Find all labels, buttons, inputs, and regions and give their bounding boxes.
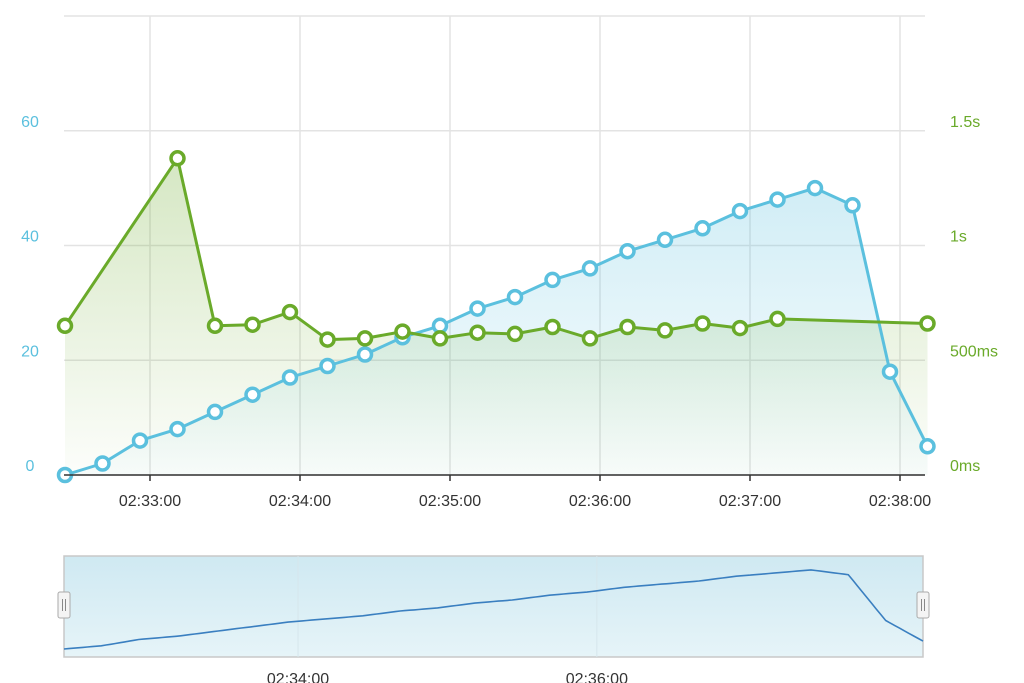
- handle-body[interactable]: [916, 591, 930, 619]
- x-tick-label: 02:37:00: [719, 493, 781, 510]
- response_time-point[interactable]: [356, 330, 374, 347]
- left-y-tick-label: 40: [21, 229, 39, 246]
- left-y-tick-label: 20: [21, 343, 39, 360]
- x-tick-label: 02:35:00: [419, 493, 481, 510]
- response_time-point[interactable]: [469, 324, 486, 341]
- x-tick-label: 02:33:00: [119, 493, 181, 510]
- response_time-point[interactable]: [244, 316, 261, 333]
- requests-point[interactable]: [169, 420, 186, 438]
- response_time-point[interactable]: [56, 317, 74, 335]
- response_time-point[interactable]: [619, 318, 636, 336]
- response_time-point[interactable]: [431, 330, 449, 347]
- response_time-point[interactable]: [769, 310, 786, 328]
- response_time-point[interactable]: [656, 322, 674, 339]
- response_time-point[interactable]: [319, 331, 336, 348]
- response_time-point[interactable]: [281, 303, 299, 321]
- response_time-point[interactable]: [581, 330, 599, 347]
- right-y-tick-label: 1.5s: [950, 114, 980, 131]
- requests-point[interactable]: [244, 386, 261, 403]
- requests-point[interactable]: [131, 432, 149, 449]
- x-tick-label: 02:36:00: [569, 493, 631, 510]
- response_time-point[interactable]: [394, 323, 411, 340]
- requests-point[interactable]: [769, 191, 786, 208]
- response_time-point[interactable]: [169, 150, 186, 167]
- left-y-tick-label: 0: [26, 458, 35, 475]
- response_time-point[interactable]: [506, 325, 524, 343]
- series-areas: [65, 158, 928, 476]
- navigator-tick-label: 02:36:00: [566, 671, 628, 683]
- navigator-tick-label: 02:34:00: [267, 671, 329, 683]
- requests-point[interactable]: [731, 202, 749, 220]
- right-y-tick-label: 1s: [950, 229, 967, 246]
- response_time-area: [65, 158, 928, 476]
- requests-point[interactable]: [806, 179, 824, 197]
- requests-point[interactable]: [319, 357, 336, 375]
- response_time-point[interactable]: [731, 319, 749, 337]
- right-y-tick-label: 500ms: [950, 343, 998, 360]
- range-navigator[interactable]: 02:34:00 02:36:00: [57, 555, 930, 683]
- navigator-left-handle[interactable]: [57, 591, 71, 619]
- navigator-right-handle[interactable]: [916, 591, 930, 619]
- requests-point[interactable]: [619, 242, 636, 260]
- response_time-point[interactable]: [919, 315, 936, 332]
- requests-point[interactable]: [281, 369, 299, 386]
- handle-body[interactable]: [57, 591, 71, 619]
- response_time-point[interactable]: [206, 317, 224, 335]
- requests-point[interactable]: [581, 260, 599, 277]
- requests-point[interactable]: [881, 363, 899, 380]
- navigator-line: [63, 569, 924, 650]
- series-points[interactable]: [56, 150, 936, 484]
- requests-point[interactable]: [94, 455, 111, 472]
- requests-point[interactable]: [544, 271, 561, 289]
- left-y-tick-label: 60: [21, 114, 39, 131]
- requests-point[interactable]: [844, 197, 861, 214]
- response_time-point[interactable]: [694, 315, 711, 332]
- requests-point[interactable]: [206, 403, 224, 421]
- x-tick-label: 02:34:00: [269, 493, 331, 510]
- axes: 02:33:00 02:34:00 02:35:00 02:36:00 02:37:00…: [21, 114, 998, 510]
- requests-point[interactable]: [506, 288, 524, 306]
- requests-point[interactable]: [919, 438, 936, 455]
- requests-point[interactable]: [469, 300, 486, 317]
- right-y-tick-label: 0ms: [950, 458, 980, 475]
- response_time-point[interactable]: [544, 318, 561, 336]
- requests-point[interactable]: [356, 346, 374, 363]
- x-tick-label: 02:38:00: [869, 493, 931, 510]
- requests-point[interactable]: [656, 231, 674, 249]
- requests-point[interactable]: [694, 220, 711, 237]
